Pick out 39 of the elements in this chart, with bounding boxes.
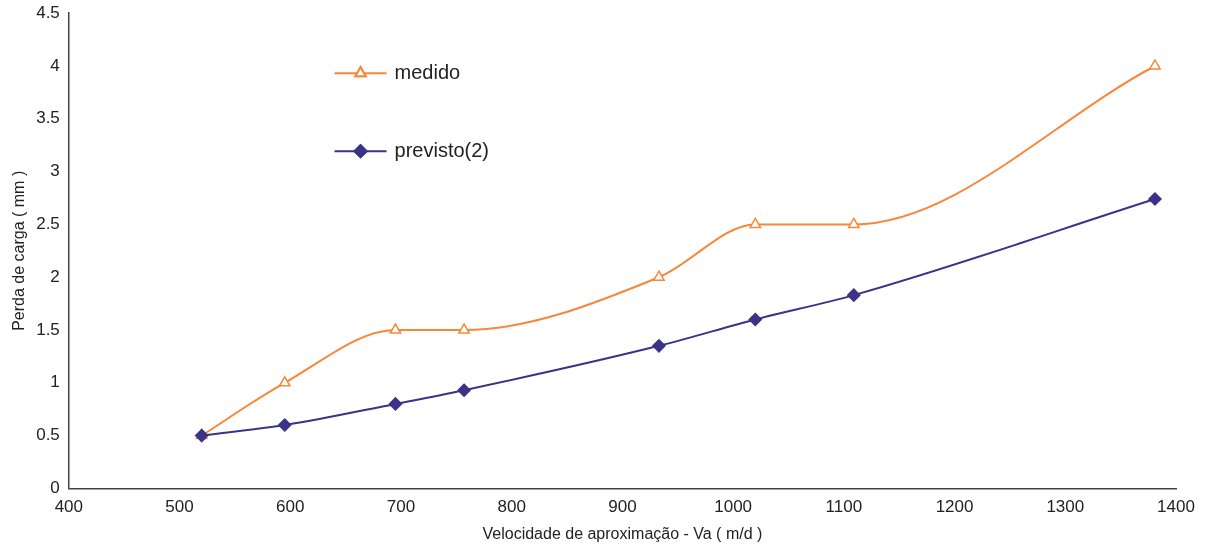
x-tick-label: 1000 [714,497,753,517]
x-tick-label: 400 [54,497,84,517]
y-tick-label: 3.5 [36,108,60,128]
point [847,288,861,302]
x-tick-label: 800 [497,497,526,517]
point [847,217,860,229]
point [277,418,292,432]
y-axis-title: Perda de carga ( mm ) [10,170,28,331]
y-tick-label: 0 [50,478,60,498]
point [457,383,471,397]
y-tick-label: 1 [50,372,60,392]
point [278,376,291,387]
y-tick-label: 2 [50,266,60,286]
point [748,312,763,327]
x-tick-label: 700 [386,497,416,517]
x-tick-label: 900 [608,497,637,517]
legend-label: medido [394,60,461,83]
point [389,323,402,334]
point [652,339,666,353]
x-tick-label: 1400 [1157,497,1195,517]
x-tick-label: 1200 [935,497,974,517]
x-tick-label: 1100 [825,497,863,517]
x-tick-label: 600 [276,497,305,517]
point [1148,192,1162,206]
point [458,323,471,334]
point [653,270,665,281]
y-tick-label: 4 [50,55,60,75]
y-tick-label: 3 [50,161,60,181]
x-tick-label: 1300 [1046,497,1085,517]
y-tick-label: 1.5 [36,319,60,339]
y-tick-label: 4.5 [36,2,60,22]
x-axis-title: Velocidade de aproximação - Va ( m/d ) [482,524,763,542]
y-tick-label: 2.5 [36,214,60,234]
x-tick-label: 500 [165,497,194,517]
y-tick-label: 0.5 [36,425,60,445]
point [388,397,403,411]
point [1149,59,1161,70]
point [749,217,762,229]
legend-label: previsto(2) [394,138,490,161]
